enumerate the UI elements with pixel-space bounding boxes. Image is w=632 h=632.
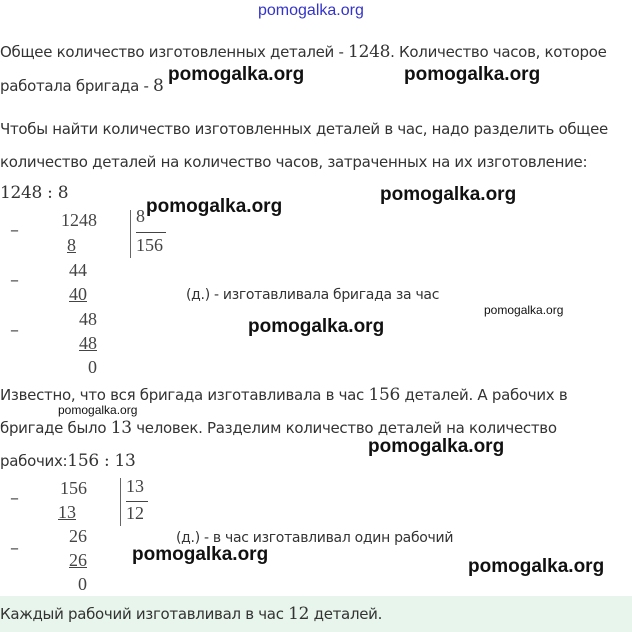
number: 8 [153,76,164,96]
quotient: 12 [126,503,144,523]
divisor: 8 [136,206,145,226]
minus-sign: – [10,488,19,509]
watermark: pomogalka.org [404,64,541,85]
paragraph-7: рабочих:156 : 13 [0,451,136,471]
watermark: pomogalka.org [380,184,517,205]
paragraph-6: бригаде было 13 человек. Разделим количе… [0,418,557,438]
step: 8 [67,235,76,255]
watermark-top: pomogalka.org [258,2,364,19]
minus-sign: – [10,320,19,341]
watermark: pomogalka.org [168,64,305,85]
text: бригаде было [0,419,111,437]
paragraph-3: Чтобы найти количество изготовленных дет… [0,120,608,138]
watermark: pomogalka.org [248,316,385,337]
minus-sign: – [10,220,19,241]
step: 40 [69,284,87,304]
text: Каждый рабочий изготавливал в час [0,605,289,623]
dividend: 1248 [61,210,97,230]
answer-text: Каждый рабочий изготавливал в час 12 дет… [0,604,382,624]
watermark: pomogalka.org [368,436,505,457]
step: 0 [78,574,87,594]
divisor-line [136,232,166,233]
minus-sign: – [10,538,19,559]
watermark: pomogalka.org [484,303,564,317]
text: деталей. А рабочих в [400,386,568,404]
number: 1248 [348,42,391,62]
division-bar [120,478,121,526]
watermark: pomogalka.org [146,196,283,217]
text: человек. Разделим количество деталей на … [131,419,557,437]
number: 156 [368,385,401,405]
paragraph-1: Общее количество изготовленных деталей -… [0,42,607,62]
paragraph-2: работала бригада - 8 [0,76,164,96]
text: Общее количество изготовленных деталей - [0,43,349,61]
step: 13 [58,502,76,522]
watermark: pomogalka.org [468,556,605,577]
paragraph-5: Известно, что вся бригада изготавливала … [0,385,568,405]
expression-1: 1248 : 8 [0,183,69,203]
divisor: 13 [126,476,144,496]
note: (д.) - изготавливала бригада за час [186,287,440,303]
divisor-line [126,501,148,502]
text: работала бригада - [0,77,154,95]
text: деталей. [309,605,383,623]
quotient: 156 [136,235,163,255]
number: 12 [288,604,310,624]
step: 44 [69,260,87,280]
watermark: pomogalka.org [132,544,269,565]
number: 156 : 13 [67,451,136,471]
step: 48 [79,333,97,353]
watermark: pomogalka.org [58,403,138,417]
number: 13 [110,418,132,438]
dividend: 156 [60,478,87,498]
note: (д.) - в час изготавливал один рабочий [176,530,454,546]
step: 0 [88,357,97,377]
answer-box: Каждый рабочий изготавливал в час 12 дет… [0,596,632,632]
step: 48 [79,309,97,329]
text: рабочих: [0,452,68,470]
text: Известно, что вся бригада изготавливала … [0,386,369,404]
step: 26 [69,550,87,570]
step: 26 [69,526,87,546]
paragraph-4: количество деталей на количество часов, … [0,153,588,171]
division-bar [130,210,131,258]
text: . Количество часов, которое [390,43,607,61]
minus-sign: – [10,270,19,291]
